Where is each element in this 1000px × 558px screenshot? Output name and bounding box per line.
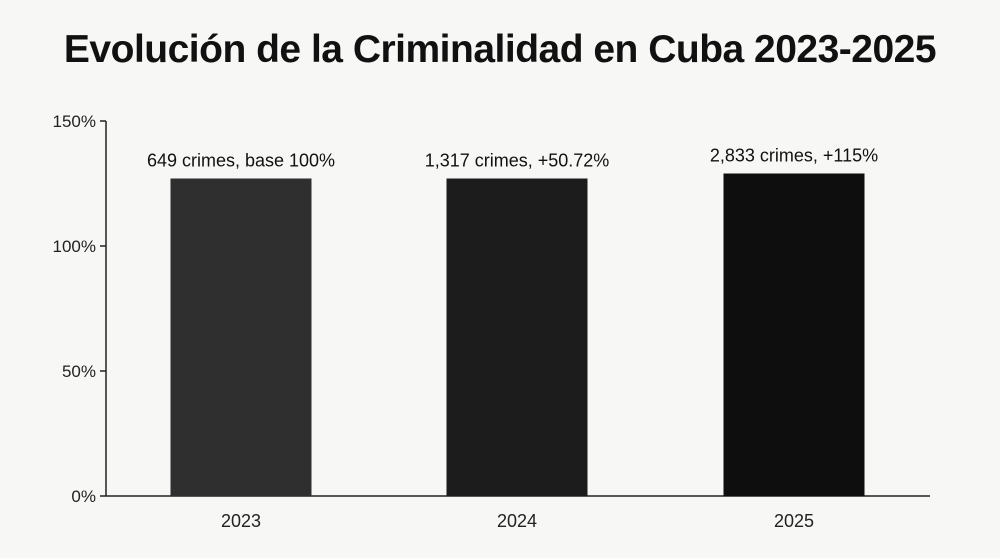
y-tick-label: 0% [71, 487, 96, 506]
y-tick-label: 150% [53, 112, 96, 131]
y-tick-label: 50% [62, 362, 96, 381]
bar-2023 [170, 178, 312, 496]
x-tick-label: 2024 [497, 511, 537, 531]
data-label-2024: 1,317 crimes, +50.72% [425, 151, 610, 171]
data-labels: 649 crimes, base 100% 1,317 crimes, +50.7… [147, 146, 878, 171]
chart-title: Evolución de la Criminalidad en Cuba 202… [63, 28, 937, 71]
x-tick-label: 2023 [221, 511, 261, 531]
x-tick-labels: 2023 2024 2025 [221, 511, 814, 531]
data-label-2025: 2,833 crimes, +115% [710, 146, 878, 166]
bars [170, 173, 865, 496]
data-label-2023: 649 crimes, base 100% [147, 151, 335, 171]
y-tick-label: 100% [53, 237, 96, 256]
x-tick-label: 2025 [774, 511, 814, 531]
bar-2025 [723, 173, 865, 496]
y-ticks: 0% 50% 100% 150% [53, 112, 106, 506]
bar-2024 [446, 178, 588, 496]
